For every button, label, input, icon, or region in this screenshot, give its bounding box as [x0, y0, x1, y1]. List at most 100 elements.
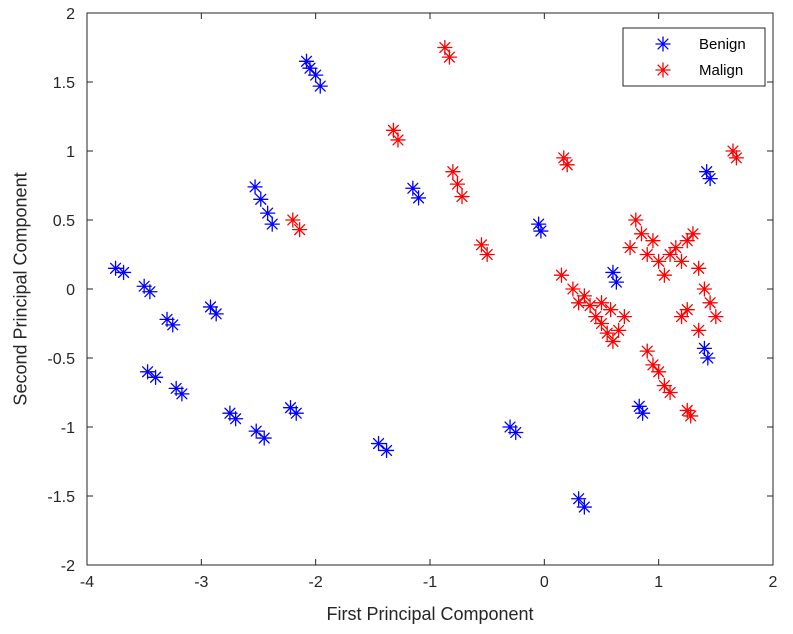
- data-point: [227, 411, 244, 427]
- data-point: [608, 274, 625, 290]
- data-point: [147, 369, 164, 385]
- legend-marker-malign: [655, 62, 671, 78]
- data-point: [449, 176, 466, 192]
- data-point: [605, 333, 621, 350]
- data-point: [628, 212, 644, 228]
- data-point: [570, 295, 587, 311]
- data-point: [378, 442, 395, 459]
- data-point: [645, 357, 661, 373]
- legend-box: [622, 27, 766, 87]
- data-point: [611, 322, 627, 339]
- data-point: [405, 180, 421, 196]
- x-tick-label: -2: [309, 574, 323, 591]
- data-point: [656, 267, 673, 283]
- data-point: [259, 205, 276, 221]
- data-point: [385, 122, 402, 138]
- data-point: [473, 237, 490, 253]
- y-tick-label: -1.5: [47, 489, 75, 506]
- data-point: [553, 267, 570, 283]
- data-point: [728, 150, 745, 166]
- y-tick-label: 2: [66, 6, 75, 23]
- data-point: [441, 49, 458, 65]
- y-tick-label: 1: [66, 144, 75, 161]
- data-point: [616, 308, 633, 325]
- data-point: [599, 325, 615, 341]
- data-point: [292, 222, 308, 238]
- y-tick-label: -1: [61, 420, 75, 437]
- legend-label: Benign: [699, 36, 746, 53]
- data-point: [565, 281, 581, 297]
- data-point: [679, 302, 695, 318]
- data-point: [264, 216, 280, 232]
- data-point: [256, 430, 272, 446]
- data-point: [673, 253, 690, 270]
- data-point: [302, 60, 318, 76]
- data-point: [410, 190, 427, 206]
- data-point: [248, 423, 264, 439]
- data-point: [142, 284, 158, 300]
- data-point: [533, 223, 549, 239]
- series-malign: [285, 39, 745, 424]
- data-point: [502, 419, 518, 435]
- data-point: [635, 405, 651, 421]
- data-point: [390, 132, 406, 148]
- y-tick-label: -2: [61, 558, 75, 575]
- data-point: [656, 377, 673, 394]
- data-point: [691, 260, 707, 276]
- data-point: [691, 322, 707, 339]
- x-tick-label: 2: [769, 574, 778, 591]
- x-tick-label: 0: [540, 574, 549, 591]
- x-tick-label: -4: [80, 574, 94, 591]
- data-point: [370, 435, 387, 452]
- data-point: [285, 212, 301, 228]
- data-point: [115, 264, 132, 281]
- y-axis-label: Second Principal Component: [10, 172, 30, 405]
- data-point: [576, 499, 592, 515]
- data-point: [593, 315, 610, 332]
- data-point: [651, 253, 667, 270]
- data-point: [168, 380, 184, 397]
- data-point: [633, 226, 650, 242]
- data-point: [508, 424, 524, 441]
- data-point: [139, 364, 156, 380]
- data-point: [559, 157, 575, 173]
- data-point: [479, 246, 495, 263]
- data-point: [645, 233, 661, 249]
- data-point: [696, 340, 713, 356]
- series-benign: [107, 53, 718, 515]
- y-tick-label: 0: [66, 282, 75, 299]
- data-point: [639, 343, 655, 359]
- data-point: [308, 67, 324, 83]
- data-point: [605, 264, 621, 281]
- x-tick-label: -1: [423, 574, 437, 591]
- axis-ticks: -4 -3 -2 -1 0 1 2 -2 -1.5 -1 -0.5 0 0.5 1 1.5 2: [47, 6, 777, 591]
- x-tick-label: -3: [194, 574, 208, 591]
- legend-marker-benign: [655, 36, 671, 52]
- legend-label: Malign: [699, 62, 743, 79]
- data-point: [174, 386, 190, 402]
- legend: Benign Malign: [622, 27, 766, 87]
- data-point: [247, 179, 263, 195]
- data-point: [702, 295, 718, 311]
- data-point: [696, 281, 713, 297]
- data-point: [208, 306, 224, 322]
- data-point: [107, 260, 124, 276]
- data-point: [165, 317, 181, 333]
- data-point: [668, 239, 684, 256]
- data-point: [679, 233, 695, 249]
- data-point: [662, 246, 678, 263]
- y-tick-label: 0.5: [53, 213, 75, 230]
- data-point: [685, 226, 701, 242]
- data-point: [253, 191, 269, 207]
- data-point: [576, 288, 592, 304]
- data-point: [570, 491, 587, 507]
- data-point: [673, 308, 690, 325]
- data-point: [683, 408, 699, 424]
- legend-entries: Benign Malign: [655, 36, 746, 79]
- y-tick-label: 1.5: [53, 75, 75, 92]
- data-point: [602, 302, 619, 318]
- data-point: [312, 78, 328, 94]
- points-layer: [107, 39, 745, 515]
